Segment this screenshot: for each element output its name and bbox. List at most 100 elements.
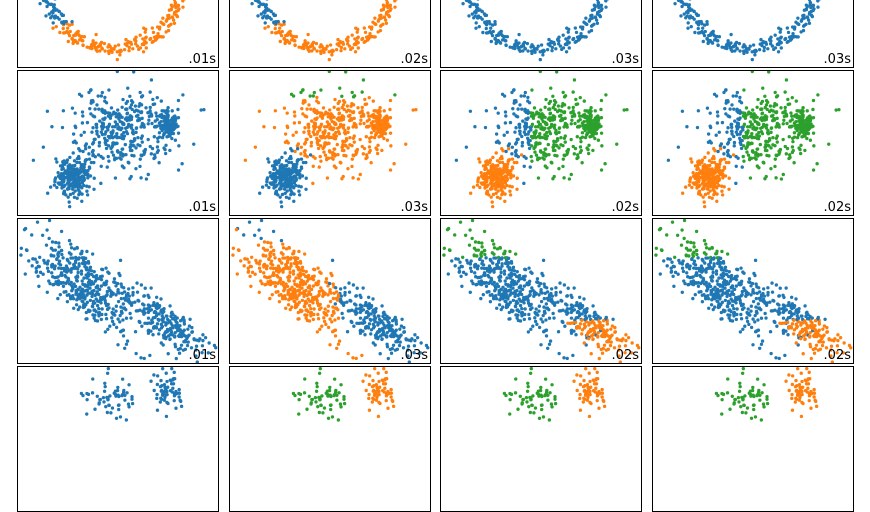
data-point — [292, 35, 295, 38]
data-point — [374, 109, 377, 112]
data-point — [315, 96, 318, 99]
data-point — [97, 135, 100, 138]
data-point — [720, 185, 723, 188]
data-point — [95, 129, 98, 132]
data-point — [687, 21, 690, 24]
data-point — [707, 151, 710, 154]
data-point — [169, 23, 172, 26]
data-point — [550, 40, 553, 43]
data-point — [541, 53, 544, 56]
data-point — [351, 33, 354, 36]
data-point — [562, 91, 565, 94]
data-point — [563, 110, 566, 113]
data-point — [132, 71, 135, 74]
data-point — [576, 102, 579, 105]
data-point — [726, 41, 729, 44]
data-point — [483, 172, 486, 175]
data-point — [758, 48, 761, 51]
data-point — [270, 10, 273, 13]
data-point — [476, 7, 479, 10]
data-point — [321, 131, 324, 134]
data-point — [728, 107, 731, 110]
data-point — [715, 200, 718, 203]
data-point — [88, 167, 91, 170]
data-point — [679, 14, 682, 17]
data-point — [86, 121, 89, 124]
data-point — [812, 144, 815, 147]
data-point — [164, 152, 167, 155]
data-point — [145, 46, 148, 49]
scatter-plot — [18, 71, 218, 215]
data-point — [344, 154, 347, 157]
data-point — [296, 144, 299, 147]
data-point — [158, 131, 161, 134]
data-point — [86, 193, 89, 196]
data-point — [793, 131, 796, 134]
data-point — [562, 176, 565, 179]
data-point — [812, 131, 815, 134]
data-point — [71, 107, 74, 110]
data-point — [600, 99, 603, 102]
data-point — [69, 167, 72, 170]
data-point — [375, 126, 378, 129]
data-point — [279, 195, 282, 198]
data-point — [322, 106, 325, 109]
data-point — [274, 14, 277, 17]
data-point — [799, 144, 802, 147]
data-point — [587, 30, 590, 33]
data-point — [527, 138, 530, 141]
data-point — [106, 45, 109, 48]
data-point — [354, 50, 357, 53]
data-point — [69, 242, 72, 245]
data-point — [316, 143, 319, 146]
data-point — [135, 114, 138, 117]
data-point — [520, 153, 523, 156]
data-point — [153, 156, 156, 159]
data-point — [74, 111, 77, 114]
data-point — [385, 22, 388, 25]
data-point — [107, 88, 110, 91]
data-point — [504, 114, 507, 117]
data-point — [130, 99, 133, 102]
data-point — [368, 25, 371, 28]
data-point — [729, 33, 732, 36]
data-point — [166, 17, 169, 20]
data-point — [739, 138, 742, 141]
data-point — [288, 173, 291, 176]
data-point — [118, 136, 121, 139]
data-point — [62, 109, 65, 112]
data-point — [73, 159, 76, 162]
data-point — [85, 250, 88, 253]
data-point — [530, 155, 533, 158]
data-point — [74, 259, 77, 262]
scatter-plot — [441, 71, 641, 215]
data-point — [697, 31, 700, 34]
data-point — [383, 109, 386, 112]
timing-label: .02s — [401, 53, 428, 67]
data-point — [110, 106, 113, 109]
data-point — [727, 153, 730, 156]
data-point — [343, 140, 346, 143]
data-point — [81, 110, 84, 113]
data-point — [526, 49, 529, 52]
data-point — [70, 246, 73, 249]
data-point — [495, 132, 498, 135]
data-point — [147, 119, 150, 122]
data-point — [490, 40, 493, 43]
data-point — [518, 103, 521, 106]
data-point — [110, 150, 113, 153]
data-point — [385, 114, 388, 117]
data-point — [579, 96, 582, 99]
data-point — [757, 153, 760, 156]
data-point — [362, 78, 365, 81]
data-point — [540, 125, 543, 128]
data-point — [266, 157, 269, 160]
data-point — [111, 125, 114, 128]
data-point — [87, 152, 90, 155]
data-point — [592, 23, 595, 26]
data-point — [309, 135, 312, 138]
data-point — [583, 99, 586, 102]
data-point — [579, 124, 582, 127]
data-point — [369, 149, 372, 152]
data-point — [262, 125, 265, 128]
